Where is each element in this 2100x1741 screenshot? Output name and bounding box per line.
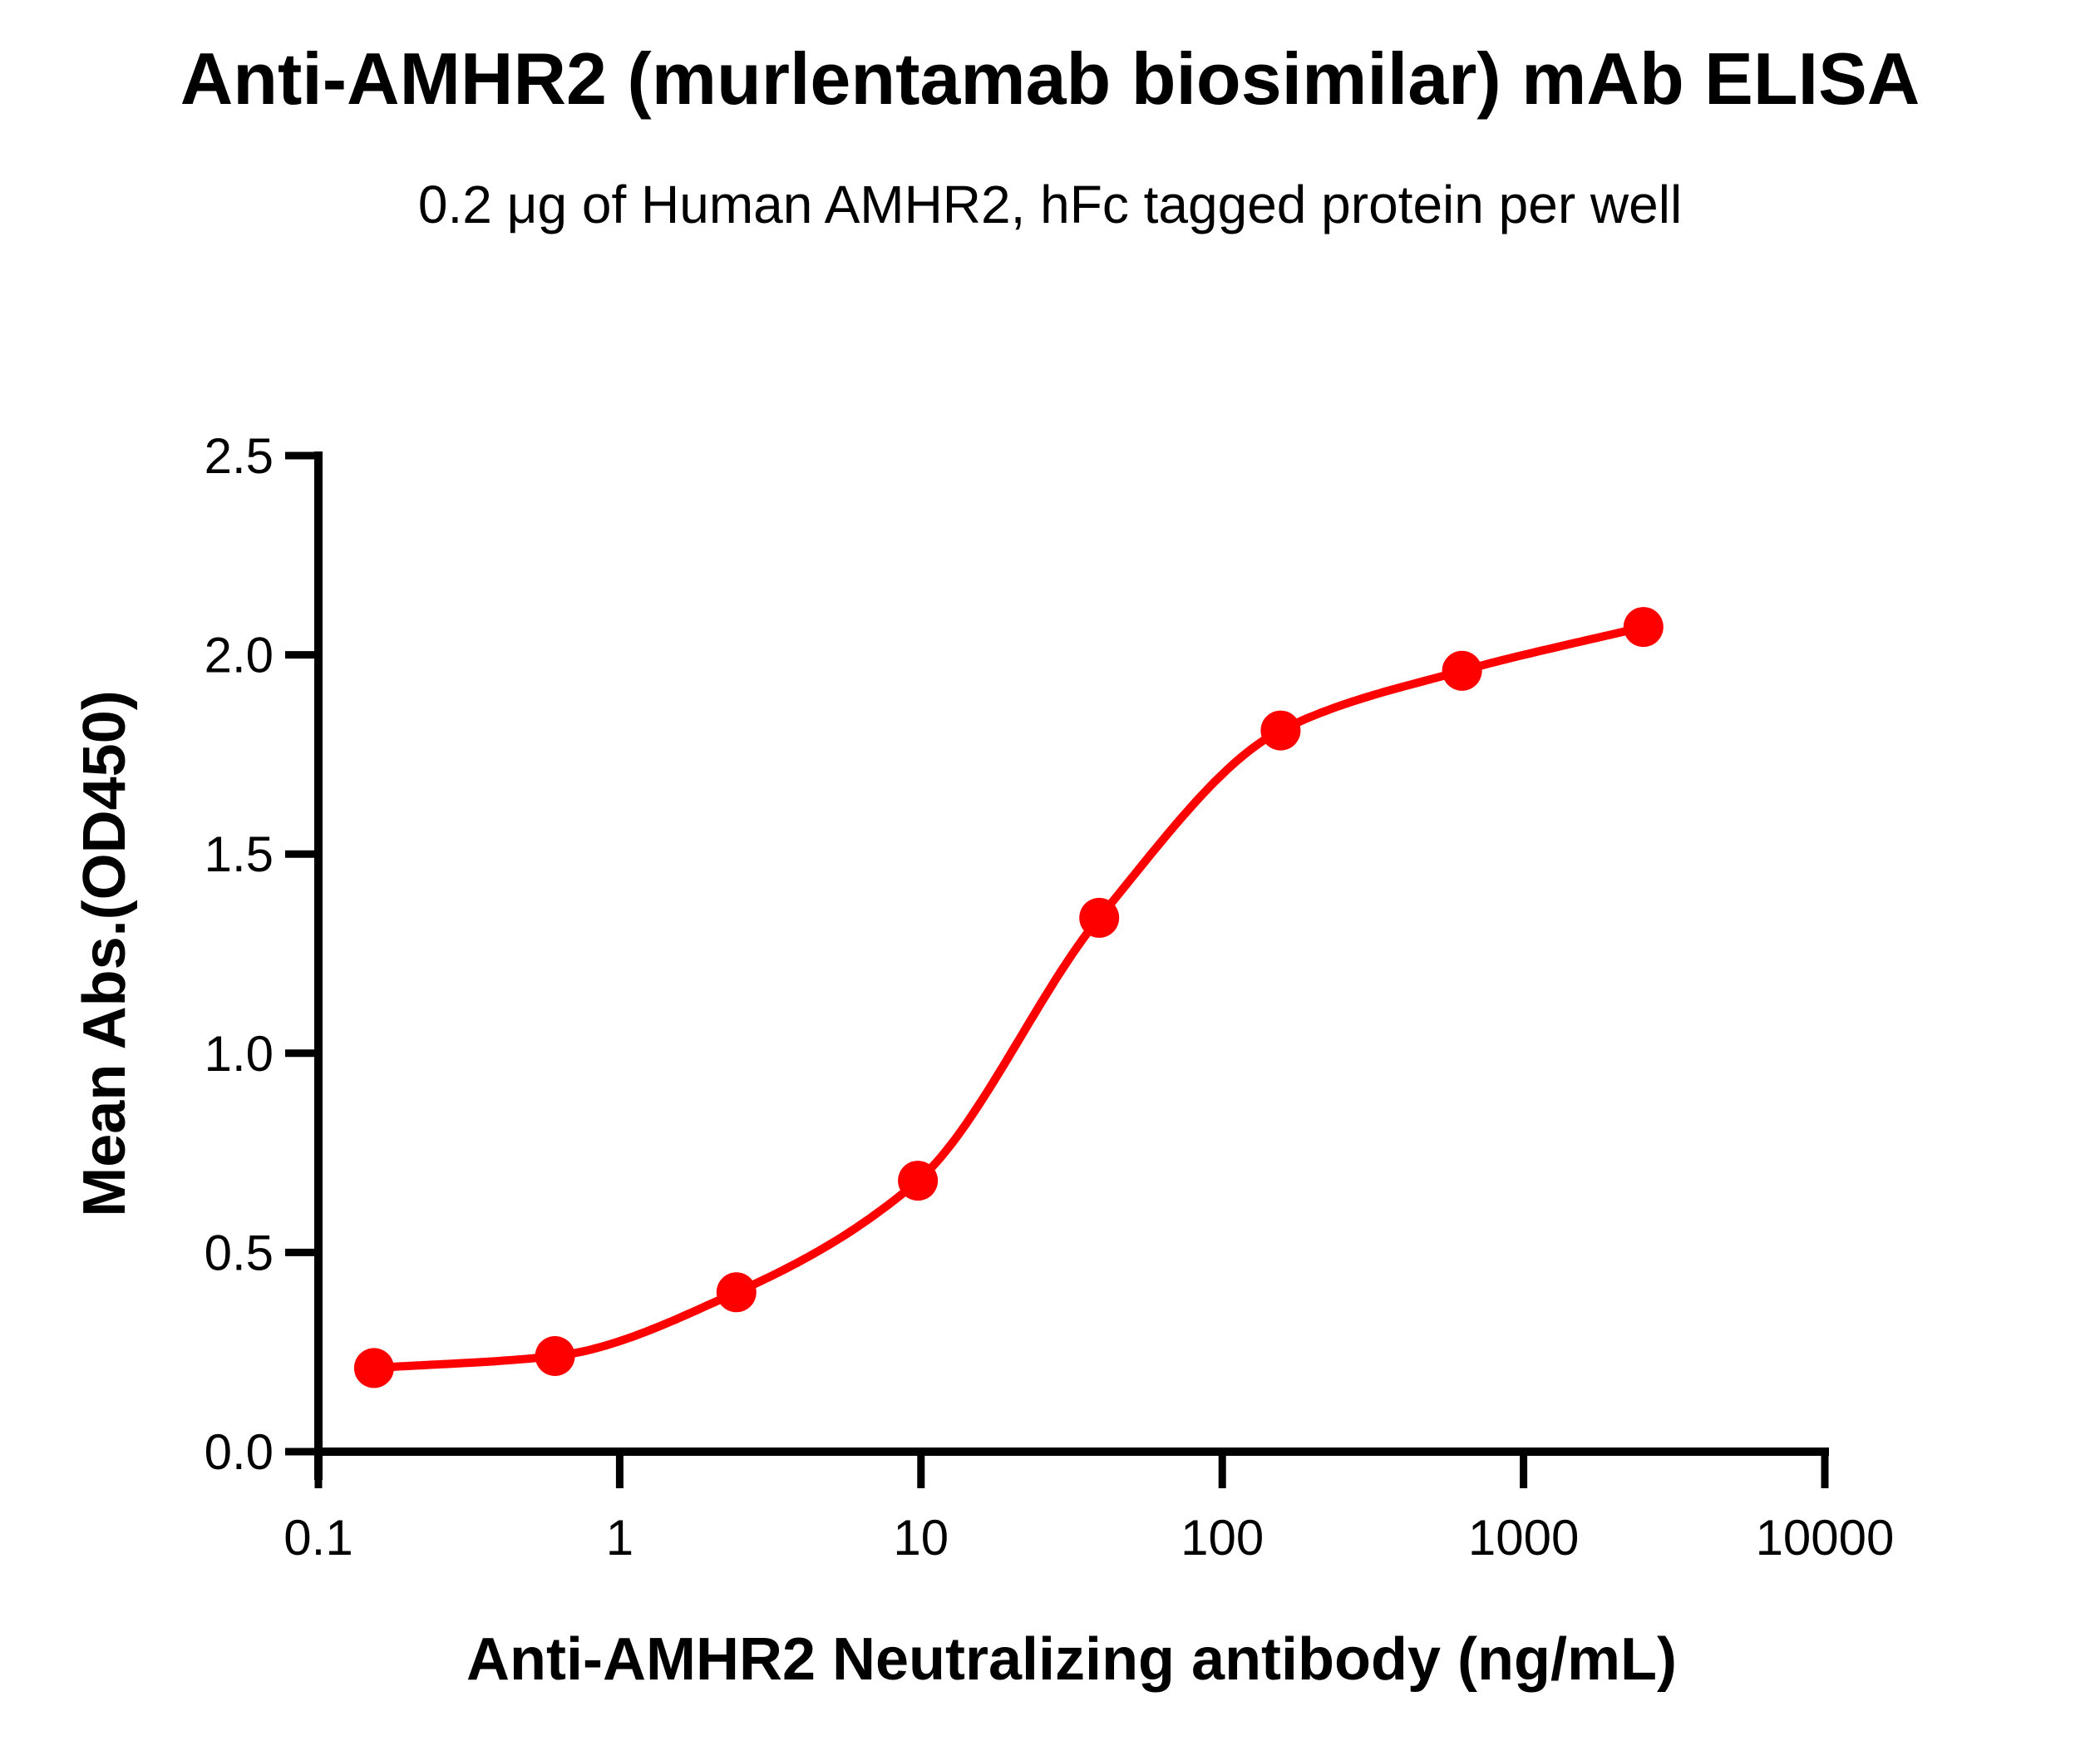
data-point (353, 1348, 394, 1388)
y-tick-label: 0.5 (205, 1225, 274, 1280)
y-tick-label: 1.5 (205, 826, 274, 882)
data-point (1623, 607, 1664, 648)
x-tick-label: 1000 (1468, 1510, 1579, 1566)
x-tick-label: 0.1 (283, 1510, 352, 1566)
x-tick-label: 100 (1181, 1510, 1264, 1566)
axes: 0.0 0.5 1.0 1.5 2.0 2.5 0.1 1 10 100 1000 10000 (205, 428, 1895, 1566)
y-tick-label: 2.5 (205, 428, 274, 484)
chart-title: Anti-AMHR2 (murlentamab biosimilar) mAb … (180, 37, 1920, 120)
data-point (716, 1272, 757, 1313)
x-tick-label: 10 (893, 1510, 949, 1566)
x-axis-title: Anti-AMHR2 Neutralizing antibody (ng/mL) (466, 1626, 1677, 1693)
x-tick-label: 10000 (1756, 1510, 1895, 1566)
y-tick-label: 0.0 (205, 1424, 274, 1480)
data-point (1079, 897, 1120, 938)
x-tick-label: 1 (606, 1510, 633, 1566)
fit-curve (369, 623, 1648, 1373)
data-point (1260, 710, 1301, 751)
data-series (353, 607, 1664, 1388)
chart-subtitle: 0.2 μg of Human AMHR2, hFc tagged protei… (418, 175, 1682, 234)
data-point (535, 1336, 575, 1376)
data-point (1442, 650, 1482, 691)
y-tick-label: 2.0 (205, 628, 274, 683)
y-tick-label: 1.0 (205, 1026, 274, 1082)
y-axis-title: Mean Abs.(OD450) (71, 690, 138, 1216)
data-point (898, 1161, 939, 1201)
